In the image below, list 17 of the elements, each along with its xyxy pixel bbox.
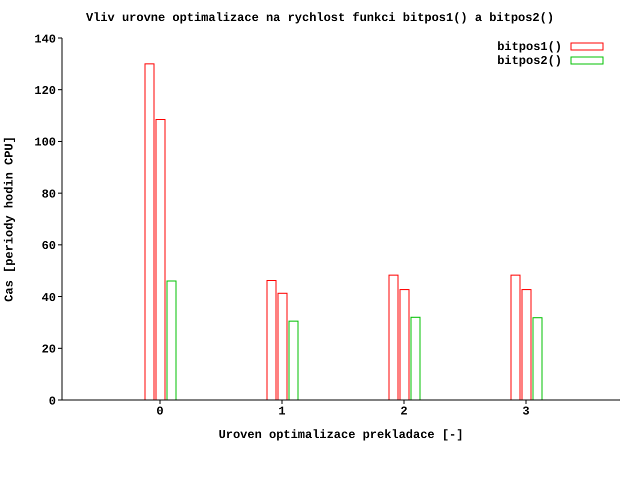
x-tick-label: 2	[400, 404, 408, 419]
legend-label: bitpos2()	[497, 54, 562, 68]
x-tick-label: 3	[522, 404, 530, 419]
y-tick-label: 80	[42, 187, 56, 202]
x-tick-label: 1	[278, 404, 286, 419]
x-tick-label: 0	[156, 404, 164, 419]
y-tick-label: 140	[34, 32, 56, 46]
y-tick-label: 40	[42, 290, 56, 305]
y-tick-label: 100	[34, 136, 56, 150]
legend-label: bitpos1()	[497, 40, 562, 54]
y-tick-label: 0	[48, 394, 56, 408]
y-tick-label: 20	[42, 342, 56, 357]
x-axis-title: Uroven optimalizace prekladace [-]	[218, 428, 464, 442]
chart-title: Vliv urovne optimalizace na rychlost funkci bitpos1() a bitpos2()	[84, 11, 556, 25]
y-tick-label: 60	[42, 239, 56, 254]
y-tick-label: 120	[34, 84, 56, 98]
y-axis-title: Cas [periody hodin CPU]	[2, 136, 16, 302]
